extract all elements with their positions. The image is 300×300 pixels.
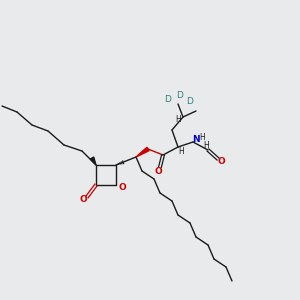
Text: D: D — [187, 97, 194, 106]
Text: H: H — [175, 116, 181, 124]
Text: D: D — [165, 94, 171, 103]
Text: O: O — [118, 184, 126, 193]
Text: H: H — [199, 133, 205, 142]
Text: D: D — [177, 91, 183, 100]
Text: O: O — [154, 167, 162, 176]
Text: H: H — [178, 148, 184, 157]
Text: H: H — [203, 140, 209, 149]
Text: N: N — [192, 136, 200, 145]
Polygon shape — [136, 147, 149, 157]
Text: O: O — [79, 196, 87, 205]
Text: O: O — [217, 158, 225, 166]
Polygon shape — [90, 157, 96, 165]
